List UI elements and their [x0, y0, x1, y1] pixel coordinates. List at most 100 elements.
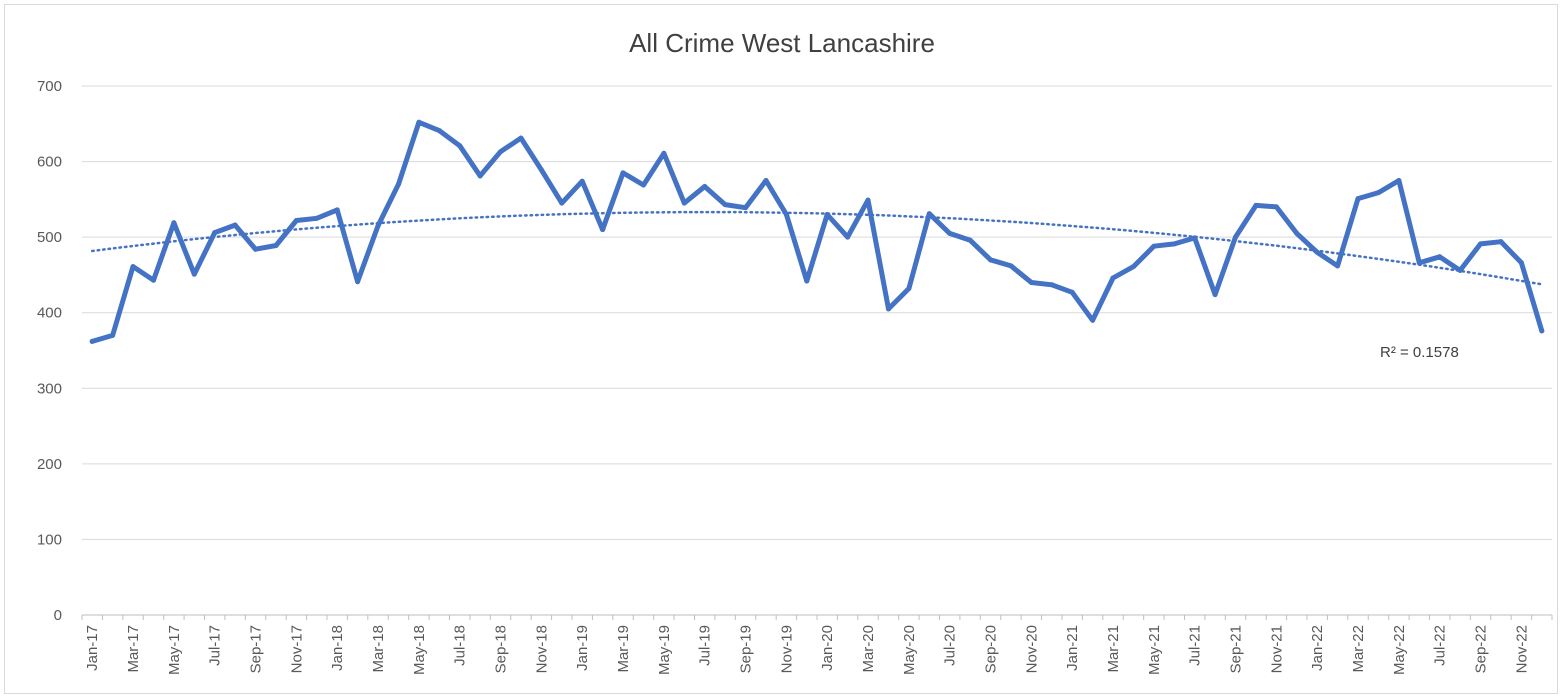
x-tick-label: Jan-22: [1309, 625, 1326, 671]
data-point: [395, 181, 401, 187]
data-point: [1478, 241, 1484, 247]
x-tick-label: Jul-17: [207, 625, 224, 666]
data-point: [1396, 177, 1402, 183]
trendline-path: [90, 210, 1544, 286]
data-point: [1171, 241, 1177, 247]
data-point: [681, 200, 687, 206]
x-tick-label: Sep-20: [983, 625, 1000, 673]
x-tick-label: Nov-22: [1513, 625, 1530, 673]
data-point: [273, 242, 279, 248]
data-point: [1539, 328, 1545, 334]
data-point: [436, 128, 442, 134]
x-tick-label: Jul-19: [697, 625, 714, 666]
data-point: [1008, 263, 1014, 269]
y-tick-label: 0: [54, 607, 62, 624]
data-point: [150, 277, 156, 283]
x-axis-ticks: Jan-17 Mar-17 May-17 Jul-17 Sep-17 Nov-17 Jan-…: [84, 625, 1530, 675]
x-tick-label: Jul-20: [942, 625, 959, 666]
y-tick-label: 200: [37, 456, 62, 473]
x-tick-label: Sep-22: [1473, 625, 1490, 673]
data-point: [293, 218, 299, 224]
data-point: [579, 178, 585, 184]
gridlines: [82, 85, 1552, 540]
x-tick-label: Nov-20: [1023, 625, 1040, 673]
data-point: [212, 230, 218, 236]
data-point: [885, 306, 891, 312]
data-point: [1294, 230, 1300, 236]
data-points: [89, 119, 1545, 344]
x-tick-label: Mar-17: [125, 625, 142, 673]
data-point: [110, 332, 116, 338]
data-point: [1273, 204, 1279, 210]
data-point: [600, 227, 606, 233]
x-tick-label: Nov-21: [1268, 625, 1285, 673]
data-point: [661, 150, 667, 156]
chart-frame: [4, 4, 1558, 694]
data-point: [743, 205, 749, 211]
x-tick-label: Jan-20: [819, 625, 836, 671]
data-point: [783, 211, 789, 217]
x-tick-label: May-18: [411, 625, 428, 675]
data-point: [1335, 263, 1341, 269]
r-squared-label: R² = 0.1578: [1380, 344, 1459, 361]
data-point: [1498, 239, 1504, 245]
data-point: [334, 207, 340, 213]
y-axis-ticks: 0 100 200 300 400 500 600 700: [37, 78, 62, 624]
data-point: [1212, 292, 1218, 298]
data-point: [314, 215, 320, 221]
data-point: [518, 135, 524, 141]
data-point: [763, 177, 769, 183]
data-point: [1416, 260, 1422, 266]
x-tick-label: Jul-21: [1187, 625, 1204, 666]
data-point: [1253, 202, 1259, 208]
data-point: [1069, 289, 1075, 295]
data-point: [498, 149, 504, 155]
y-tick-label: 700: [37, 78, 62, 95]
data-point: [620, 170, 626, 176]
x-tick-label: Jan-18: [329, 625, 346, 671]
data-point: [1049, 282, 1055, 288]
data-point: [845, 234, 851, 240]
data-point: [1355, 196, 1361, 202]
y-tick-label: 600: [37, 154, 62, 171]
data-point: [865, 197, 871, 203]
x-tick-label: Nov-19: [778, 625, 795, 673]
data-point: [988, 257, 994, 263]
x-tick-label: Sep-19: [738, 625, 755, 673]
data-point: [722, 202, 728, 208]
x-tick-label: May-22: [1391, 625, 1408, 675]
data-point: [1375, 190, 1381, 196]
data-point: [1110, 275, 1116, 281]
x-tick-label: May-20: [901, 625, 918, 675]
data-point: [538, 167, 544, 173]
x-tick-label: Mar-20: [860, 625, 877, 673]
series-line: [89, 119, 1545, 344]
x-tick-label: May-21: [1146, 625, 1163, 675]
x-tick-label: May-17: [166, 625, 183, 675]
x-tick-label: Nov-18: [533, 625, 550, 673]
data-point: [1151, 243, 1157, 249]
x-tick-label: Jan-19: [574, 625, 591, 671]
data-point: [416, 119, 422, 125]
data-point: [375, 223, 381, 229]
x-axis: [81, 614, 1553, 620]
data-point: [926, 211, 932, 217]
x-tick-label: Mar-18: [370, 625, 387, 673]
data-point: [89, 338, 95, 344]
data-point: [1192, 235, 1198, 241]
data-point: [559, 200, 565, 206]
data-point: [1314, 249, 1320, 255]
data-point: [130, 264, 136, 270]
data-point: [1028, 279, 1034, 285]
data-point: [1518, 260, 1524, 266]
y-tick-label: 300: [37, 380, 62, 397]
data-point: [947, 230, 953, 236]
trendline: [90, 210, 1544, 286]
data-point: [191, 271, 197, 277]
data-point: [1090, 317, 1096, 323]
y-tick-label: 100: [37, 531, 62, 548]
x-tick-label: Sep-18: [493, 625, 510, 673]
data-point: [1233, 234, 1239, 240]
x-tick-label: Jul-22: [1432, 625, 1449, 666]
data-point: [355, 279, 361, 285]
